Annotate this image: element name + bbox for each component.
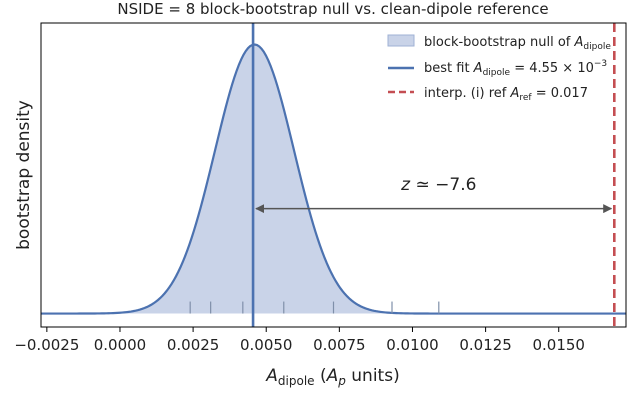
plot-area — [41, 23, 626, 327]
legend-label-null: block-bootstrap null of Adipole — [424, 35, 611, 52]
legend-swatch-null — [387, 34, 415, 47]
x-tick-label: 0.0150 — [532, 336, 585, 354]
z-annotation: z ≃ −7.6 — [400, 175, 476, 195]
x-tick-label: 0.0125 — [459, 336, 512, 354]
x-tick-label: 0.0050 — [240, 336, 293, 354]
x-axis-label: Adipole (Ap units) — [265, 366, 399, 388]
rug-marks — [189, 301, 440, 314]
null-distribution-curve — [41, 43, 626, 315]
null-distribution-fill — [41, 44, 626, 314]
x-tick-label: 0.0025 — [167, 336, 220, 354]
legend-label-bestfit: best fit Adipole = 4.55 × 10−3 — [424, 59, 607, 78]
legend-label-reference: interp. (i) ref Aref = 0.017 — [424, 86, 588, 103]
y-axis-label: bootstrap density — [14, 100, 34, 250]
x-axis: −0.0025 0.0000 0.0025 0.0050 0.0075 0.0100 0.0… — [14, 327, 585, 354]
x-tick-label: 0.0000 — [94, 336, 147, 354]
x-tick-label: −0.0025 — [14, 336, 79, 354]
x-tick-label: 0.0100 — [386, 336, 439, 354]
legend: block-bootstrap null of Adipole best fit… — [387, 34, 611, 103]
chart-title: NSIDE = 8 block-bootstrap null vs. clean… — [117, 0, 548, 18]
x-tick-label: 0.0075 — [313, 336, 366, 354]
axes-frame — [40, 22, 627, 328]
